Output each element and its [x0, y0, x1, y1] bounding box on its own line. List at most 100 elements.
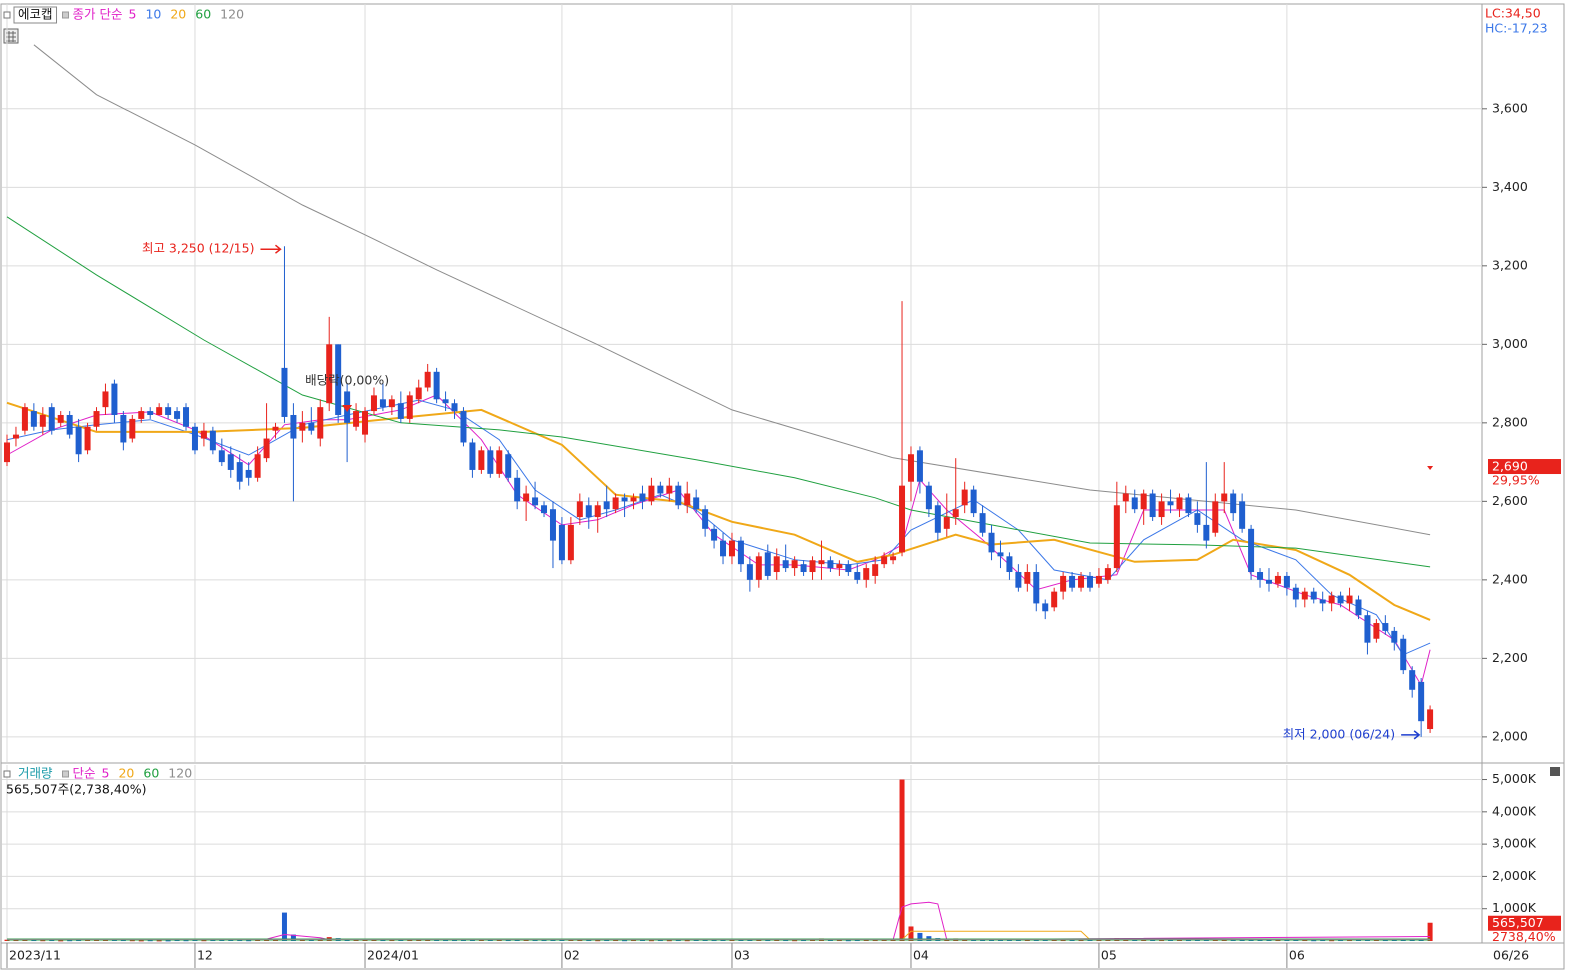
candle-body [1203, 524, 1210, 541]
volume-bar [147, 940, 153, 942]
grid-icon-lines [6, 31, 16, 42]
candle-body [218, 450, 225, 463]
candle-body [281, 367, 288, 417]
candle-body [406, 395, 413, 419]
volume-bar [684, 940, 690, 942]
candle-body [737, 540, 744, 565]
candle-body [120, 414, 127, 443]
candle-body [335, 344, 342, 415]
y-tick-label: 3,000K [1492, 836, 1537, 851]
volume-bar [899, 779, 905, 941]
candle-body [1292, 587, 1299, 600]
close-icon[interactable] [1550, 767, 1560, 776]
candle-body [370, 395, 377, 412]
candle-body [961, 489, 968, 506]
candle-body [460, 411, 467, 443]
candle-body [523, 493, 530, 502]
x-tick-label: 02 [564, 948, 580, 963]
x-tick-label: 03 [734, 948, 750, 963]
volume-bar [76, 940, 82, 942]
candle-body [541, 505, 548, 514]
candle-body [746, 564, 753, 580]
lc-value: LC:34,50 [1485, 6, 1541, 21]
volume-bar [1060, 940, 1066, 942]
volume-bar [138, 940, 144, 942]
volume-bar [31, 940, 37, 942]
y-tick-label: 3,000 [1492, 336, 1528, 351]
candle-body [379, 399, 386, 408]
x-tick-label: 05 [1101, 948, 1117, 963]
candle-body [1176, 497, 1183, 510]
candle-body [1391, 630, 1398, 643]
candle-body [84, 426, 91, 451]
moving-average [33, 44, 1431, 536]
volume-bar [1382, 940, 1388, 942]
volume-bar [854, 940, 860, 942]
volume-bar [666, 940, 672, 942]
candle-body [191, 426, 198, 451]
price-box-label: 2,690 [1492, 459, 1528, 474]
volume-bar [156, 940, 162, 942]
volume-bar [908, 926, 914, 941]
candle-body [66, 414, 73, 435]
volume-bar [1096, 940, 1102, 942]
candle-body [227, 454, 234, 470]
volume-bar [452, 940, 458, 942]
price-box-pct: 29,95% [1492, 473, 1540, 488]
dividend-marker [342, 405, 353, 412]
candle-body [881, 556, 888, 565]
volume-box-label: 565,507 [1492, 915, 1544, 930]
x-tick-label: 12 [197, 948, 213, 963]
volume-bar [675, 940, 681, 942]
candle-body [657, 485, 664, 494]
legend-entry: 10 [145, 7, 161, 22]
legend-title: 종가 단순 [73, 7, 123, 22]
candle-body [863, 568, 870, 580]
volume-bar [13, 940, 19, 942]
candle-body [1104, 568, 1111, 580]
candle-body [916, 450, 923, 482]
volume-bar [595, 940, 601, 942]
candle-body [1006, 556, 1013, 573]
volume-bar [380, 940, 386, 942]
candle-body [272, 426, 279, 431]
candle-body [1346, 595, 1353, 604]
volume-bar [192, 940, 198, 942]
candle-body [48, 407, 55, 431]
chart-name: 에코캡 [18, 7, 53, 22]
candle-body [1069, 575, 1076, 588]
volume-bar [541, 940, 547, 942]
candle-body [1113, 505, 1120, 569]
candle-body [818, 560, 825, 565]
candle-body [827, 560, 834, 569]
volume-bar [1159, 940, 1165, 942]
candle-body [988, 532, 995, 553]
candle-body [764, 552, 771, 576]
candle-body [925, 485, 932, 510]
legend-title: 단순 [73, 766, 96, 781]
candle-body [567, 524, 574, 561]
candle-body [603, 501, 610, 510]
candle-body [1158, 501, 1165, 518]
candle-body [782, 560, 789, 569]
candle-body [666, 485, 673, 494]
volume-bar [49, 940, 55, 942]
volume-bar [711, 940, 717, 942]
candle-body [353, 411, 360, 427]
candle-body [102, 391, 109, 408]
candle-body [558, 524, 565, 561]
y-tick-label: 2,000K [1492, 868, 1537, 883]
low-arrow [1401, 730, 1421, 740]
candle-body [532, 497, 539, 506]
volume-bar [604, 940, 610, 942]
candle-body [943, 517, 950, 529]
candle-body [1078, 575, 1085, 588]
candle-body [4, 442, 11, 463]
low-annotation: 최저 2,000 (06/24) [1283, 726, 1396, 741]
candle-body [424, 371, 431, 388]
candle-body [711, 528, 718, 541]
candle-body [1042, 603, 1049, 612]
legend-entry: 120 [168, 766, 192, 781]
candle-body [39, 414, 46, 427]
